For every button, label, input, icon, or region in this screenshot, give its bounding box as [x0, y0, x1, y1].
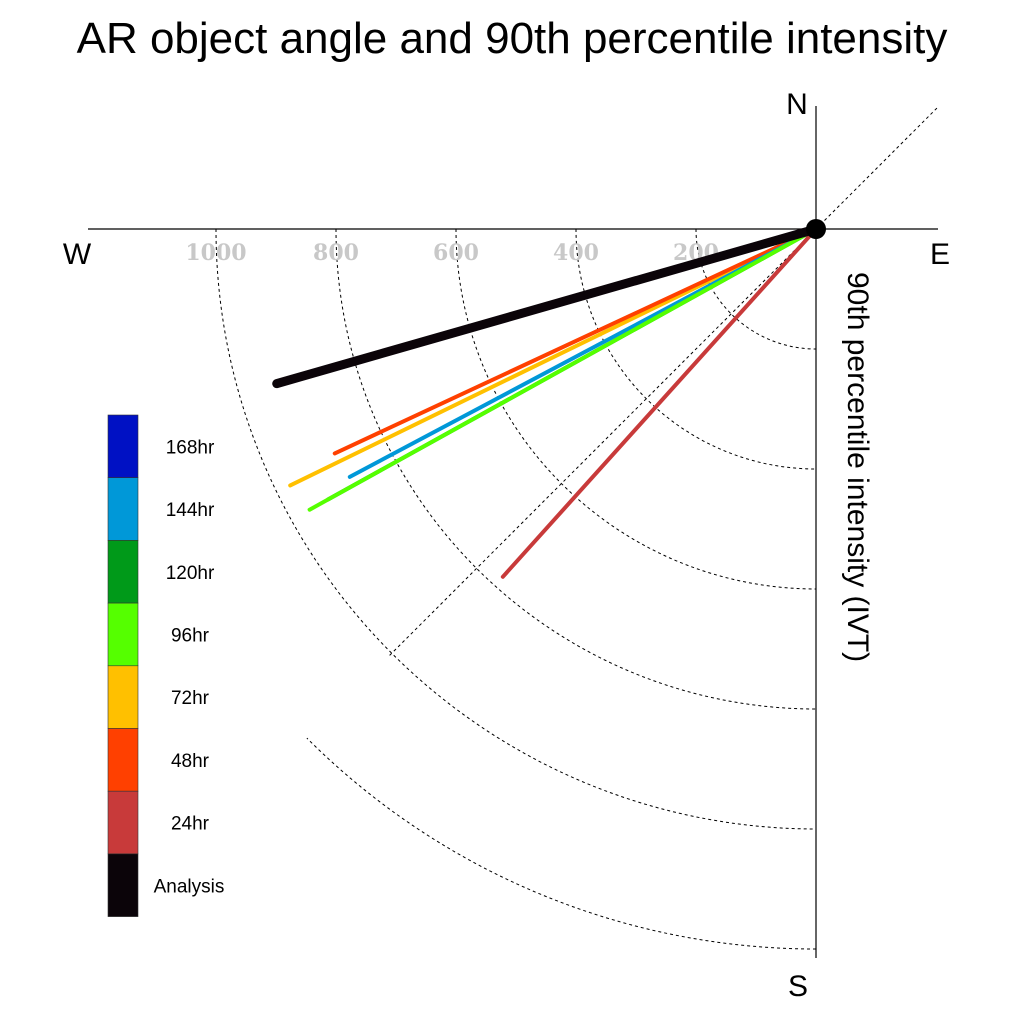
legend-swatch-144hr — [107, 477, 139, 541]
tick-label-600: 600 — [433, 240, 479, 266]
legend-label-24hr: 24hr — [171, 814, 210, 835]
legend-swatch-48hr — [107, 728, 139, 792]
legend-label-168hr: 168hr — [166, 437, 215, 458]
compass-west: W — [63, 238, 92, 271]
series-line-24hr — [500, 227, 818, 579]
grid-arc-200 — [695, 228, 817, 350]
legend-swatch-168hr — [107, 414, 139, 479]
grid-layer — [215, 228, 817, 950]
compass-south: S — [788, 970, 808, 1003]
axes-layer — [88, 106, 939, 958]
legend: 168hr 144hr 120hr 96hr 72hr 48hr 24hr Analysis — [107, 414, 225, 917]
tick-label-400: 400 — [553, 240, 599, 266]
sw-diagonal — [387, 228, 817, 658]
tick-label-800: 800 — [313, 240, 359, 266]
compass-north: N — [786, 88, 808, 121]
legend-label-120hr: 120hr — [166, 563, 215, 584]
y-axis-label: 90th percentile intensity (IVT) — [841, 272, 874, 662]
series-line-analysis — [272, 224, 821, 389]
legend-swatch-120hr — [107, 540, 139, 604]
series-line-96hr — [307, 227, 818, 512]
legend-label-72hr: 72hr — [171, 688, 210, 709]
series-layer — [272, 224, 821, 579]
legend-label-48hr: 48hr — [171, 751, 210, 772]
grid-arc-1000 — [215, 228, 817, 830]
legend-swatch-analysis — [107, 853, 139, 917]
chart-title: AR object angle and 90th percentile inte… — [76, 14, 948, 63]
origin-marker — [806, 219, 826, 239]
legend-label-analysis: Analysis — [154, 876, 225, 897]
legend-label-96hr: 96hr — [171, 625, 210, 646]
series-line-48hr — [332, 227, 818, 456]
compass-east: E — [930, 238, 950, 271]
legend-label-144hr: 144hr — [166, 500, 215, 521]
grid-arc-outer — [306, 737, 817, 950]
legend-swatch-24hr — [107, 790, 139, 855]
ne-diagonal — [815, 106, 939, 230]
legend-swatch-72hr — [107, 665, 139, 729]
tick-label-1000: 1000 — [185, 240, 246, 266]
grid-arc-600 — [455, 228, 817, 590]
legend-swatch-96hr — [107, 602, 139, 667]
